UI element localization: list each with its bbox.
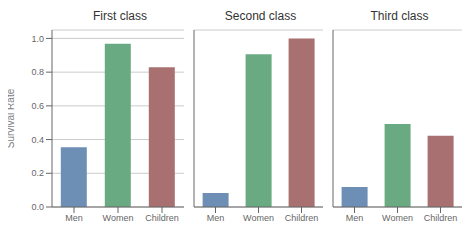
svg-text:Women: Women — [382, 213, 413, 223]
svg-text:Children: Children — [285, 213, 319, 223]
svg-text:Children: Children — [424, 213, 458, 223]
html-text:Third class: Third class — [370, 9, 429, 23]
html-text:Second class: Second class — [224, 9, 297, 23]
svg-text:1.0: 1.0 — [31, 34, 44, 44]
svg-text:Women: Women — [243, 213, 274, 223]
svg-text:Men: Men — [207, 213, 225, 223]
svg-text:0.6: 0.6 — [31, 101, 44, 111]
svg-text:0.0: 0.0 — [31, 202, 44, 212]
svg-text:Survival Rate: Survival Rate — [8, 88, 16, 148]
svg-text:0.8: 0.8 — [31, 67, 44, 77]
svg-text:Men: Men — [346, 213, 364, 223]
svg-text:0.4: 0.4 — [31, 135, 44, 145]
svg-text:Children: Children — [145, 213, 179, 223]
svg-text:Men: Men — [65, 213, 83, 223]
svg-text:Women: Women — [103, 213, 134, 223]
svg-text:0.2: 0.2 — [31, 168, 44, 178]
html-text:First class: First class — [93, 9, 147, 23]
